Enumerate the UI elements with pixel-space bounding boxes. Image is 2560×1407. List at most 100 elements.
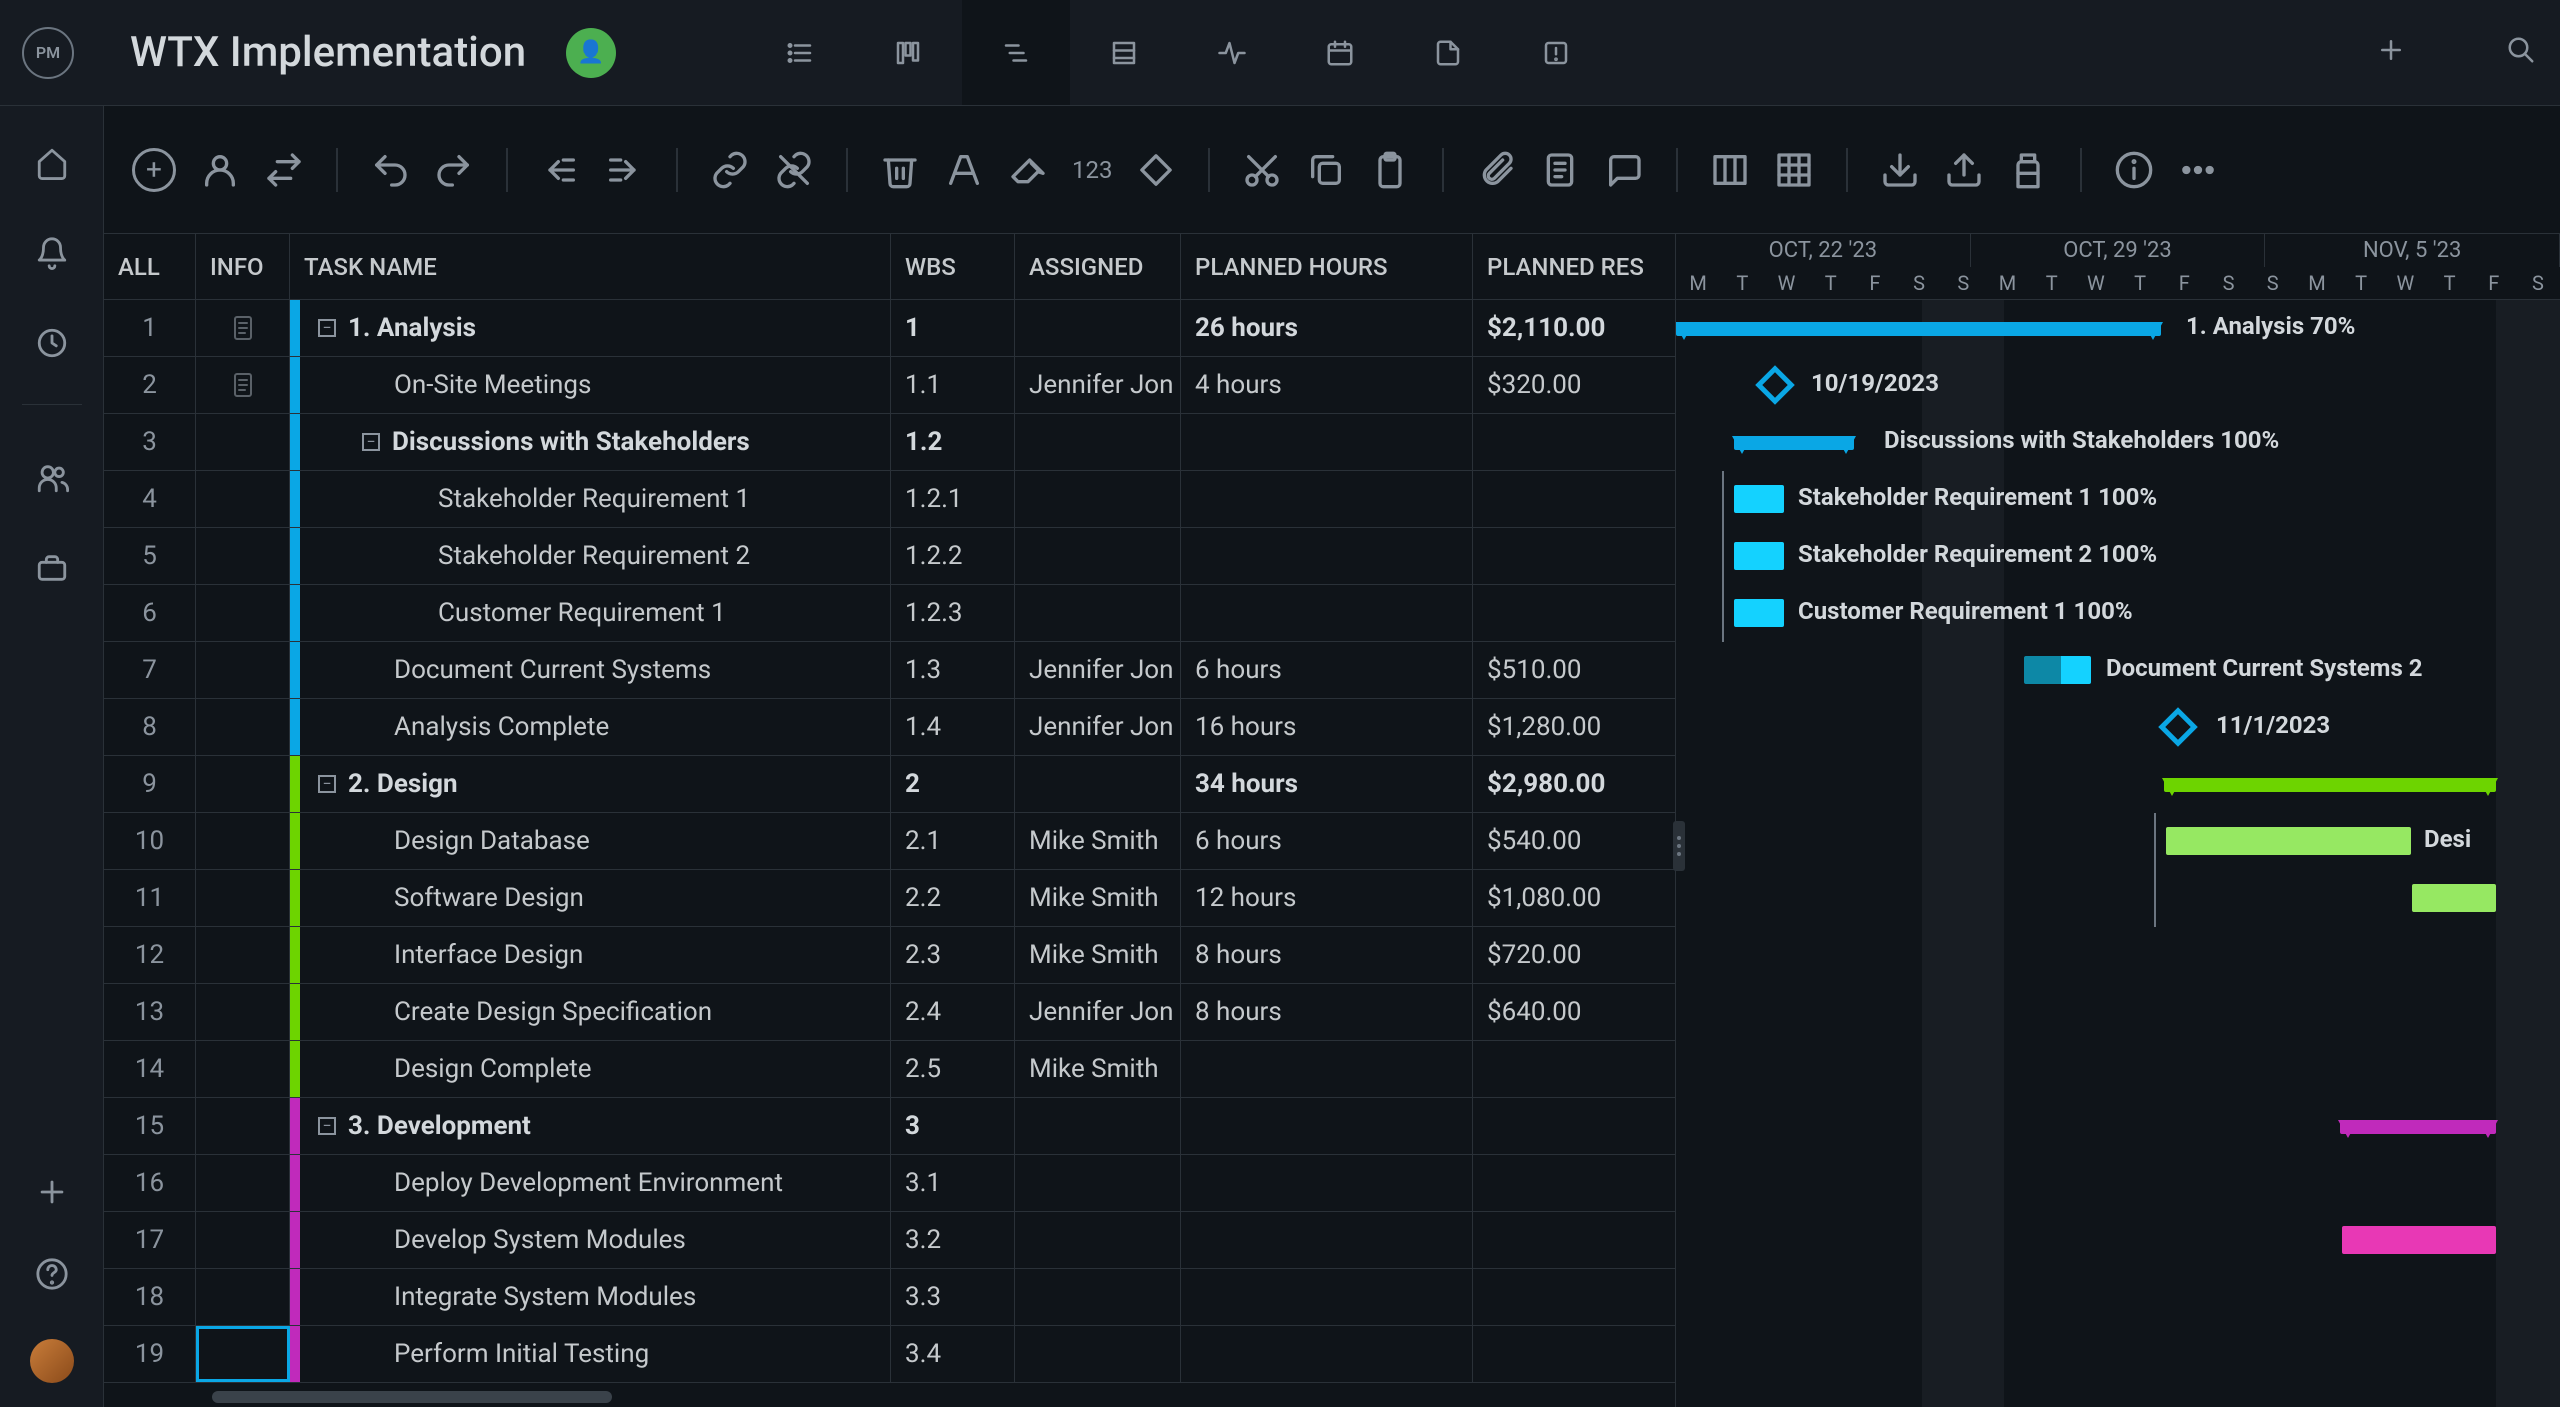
outdent-icon[interactable] xyxy=(540,150,580,190)
col-header-all[interactable]: ALL xyxy=(104,234,196,299)
col-header-taskname[interactable]: TASK NAME xyxy=(290,234,891,299)
table-row[interactable]: 19Perform Initial Testing3.4 xyxy=(104,1326,1675,1383)
expand-toggle[interactable]: − xyxy=(318,775,336,793)
expand-toggle[interactable]: − xyxy=(318,319,336,337)
add-task-button[interactable]: + xyxy=(132,148,176,192)
table-row[interactable]: 18Integrate System Modules3.3 xyxy=(104,1269,1675,1326)
gantt-milestone[interactable] xyxy=(1755,365,1795,405)
gantt-task-bar[interactable] xyxy=(2024,656,2091,684)
delete-icon[interactable] xyxy=(880,150,920,190)
table-row[interactable]: 15−3. Development3 xyxy=(104,1098,1675,1155)
row-info-icon[interactable] xyxy=(196,300,290,356)
gantt-row: 10/19/2023 xyxy=(1676,357,2560,414)
view-board-icon[interactable] xyxy=(854,0,962,105)
gantt-summary-bar[interactable] xyxy=(1676,322,2161,336)
gantt-summary-bar[interactable] xyxy=(2164,778,2496,792)
nav-briefcase-icon[interactable] xyxy=(35,551,69,585)
swap-icon[interactable] xyxy=(264,150,304,190)
print-icon[interactable] xyxy=(2008,150,2048,190)
cut-icon[interactable] xyxy=(1242,150,1282,190)
table-row[interactable]: 17Develop System Modules3.2 xyxy=(104,1212,1675,1269)
gantt-summary-bar[interactable] xyxy=(2340,1120,2496,1134)
grid-icon[interactable] xyxy=(1774,150,1814,190)
numbering-label[interactable]: 123 xyxy=(1072,156,1112,184)
app-logo[interactable]: PM xyxy=(22,27,74,79)
col-header-result[interactable]: PLANNED RES xyxy=(1473,234,1675,299)
columns-icon[interactable] xyxy=(1710,150,1750,190)
table-row[interactable]: 13Create Design Specification2.4Jennifer… xyxy=(104,984,1675,1041)
info-icon[interactable] xyxy=(2114,150,2154,190)
user-avatar[interactable]: 👤 xyxy=(566,28,616,78)
nav-help-icon[interactable] xyxy=(35,1257,69,1291)
gantt-row: Desi xyxy=(1676,813,2560,870)
gantt-summary-bar[interactable] xyxy=(1734,436,1854,450)
nav-home-icon[interactable] xyxy=(35,146,69,180)
view-activity-icon[interactable] xyxy=(1178,0,1286,105)
milestone-icon[interactable] xyxy=(1136,150,1176,190)
notes-icon[interactable] xyxy=(1540,150,1580,190)
table-row[interactable]: 10Design Database2.1Mike Smith6 hours$54… xyxy=(104,813,1675,870)
row-info-icon[interactable] xyxy=(196,357,290,413)
expand-toggle[interactable]: − xyxy=(318,1117,336,1135)
table-row[interactable]: 3−Discussions with Stakeholders1.2 xyxy=(104,414,1675,471)
table-row[interactable]: 4Stakeholder Requirement 11.2.1 xyxy=(104,471,1675,528)
comments-icon[interactable] xyxy=(1604,150,1644,190)
gantt-task-bar[interactable] xyxy=(2166,827,2411,855)
table-row[interactable]: 16Deploy Development Environment3.1 xyxy=(104,1155,1675,1212)
attach-icon[interactable] xyxy=(1476,150,1516,190)
add-view-button[interactable] xyxy=(2376,35,2406,71)
assign-icon[interactable] xyxy=(200,150,240,190)
clear-format-icon[interactable] xyxy=(1008,150,1048,190)
table-row[interactable]: 1−1. Analysis126 hours$2,110.00 xyxy=(104,300,1675,357)
link-icon[interactable] xyxy=(710,150,750,190)
gantt-task-bar[interactable] xyxy=(1734,599,1784,627)
col-header-info[interactable]: INFO xyxy=(196,234,290,299)
paste-icon[interactable] xyxy=(1370,150,1410,190)
table-row[interactable]: 2On-Site Meetings1.1Jennifer Jon4 hours$… xyxy=(104,357,1675,414)
gantt-task-bar[interactable] xyxy=(1734,485,1784,513)
table-row[interactable]: 12Interface Design2.3Mike Smith8 hours$7… xyxy=(104,927,1675,984)
gantt-bar-label: 10/19/2023 xyxy=(1811,369,1939,397)
view-calendar-icon[interactable] xyxy=(1286,0,1394,105)
nav-notifications-icon[interactable] xyxy=(35,236,69,270)
import-icon[interactable] xyxy=(1880,150,1920,190)
indent-icon[interactable] xyxy=(604,150,644,190)
gantt-row xyxy=(1676,1212,2560,1269)
col-header-hours[interactable]: PLANNED HOURS xyxy=(1181,234,1473,299)
nav-profile-avatar[interactable] xyxy=(30,1339,74,1383)
nav-team-icon[interactable] xyxy=(35,461,69,495)
table-row[interactable]: 5Stakeholder Requirement 21.2.2 xyxy=(104,528,1675,585)
table-row[interactable]: 11Software Design2.2Mike Smith12 hours$1… xyxy=(104,870,1675,927)
table-row[interactable]: 14Design Complete2.5Mike Smith xyxy=(104,1041,1675,1098)
view-sheet-icon[interactable] xyxy=(1070,0,1178,105)
gantt-milestone[interactable] xyxy=(2158,707,2198,747)
task-name: 3. Development xyxy=(348,1111,531,1141)
text-style-icon[interactable] xyxy=(944,150,984,190)
export-icon[interactable] xyxy=(1944,150,1984,190)
table-row[interactable]: 8Analysis Complete1.4Jennifer Jon16 hour… xyxy=(104,699,1675,756)
copy-icon[interactable] xyxy=(1306,150,1346,190)
table-row[interactable]: 7Document Current Systems1.3Jennifer Jon… xyxy=(104,642,1675,699)
view-gantt-icon[interactable] xyxy=(962,0,1070,105)
unlink-icon[interactable] xyxy=(774,150,814,190)
col-header-wbs[interactable]: WBS xyxy=(891,234,1015,299)
gantt-task-bar[interactable] xyxy=(2342,1226,2496,1254)
view-file-icon[interactable] xyxy=(1394,0,1502,105)
search-button[interactable] xyxy=(2506,35,2536,71)
undo-icon[interactable] xyxy=(370,150,410,190)
gantt-task-bar[interactable] xyxy=(2412,884,2496,912)
nav-add-icon[interactable] xyxy=(35,1175,69,1209)
row-info-icon xyxy=(196,1326,290,1382)
row-info-icon xyxy=(196,870,290,926)
nav-recent-icon[interactable] xyxy=(35,326,69,360)
view-risk-icon[interactable] xyxy=(1502,0,1610,105)
table-row[interactable]: 6Customer Requirement 11.2.3 xyxy=(104,585,1675,642)
gantt-task-bar[interactable] xyxy=(1734,542,1784,570)
redo-icon[interactable] xyxy=(434,150,474,190)
view-list-icon[interactable] xyxy=(746,0,854,105)
table-row[interactable]: 9−2. Design234 hours$2,980.00 xyxy=(104,756,1675,813)
horizontal-scrollbar[interactable] xyxy=(104,1387,1675,1407)
more-icon[interactable] xyxy=(2178,150,2218,190)
expand-toggle[interactable]: − xyxy=(362,433,380,451)
col-header-assigned[interactable]: ASSIGNED xyxy=(1015,234,1181,299)
